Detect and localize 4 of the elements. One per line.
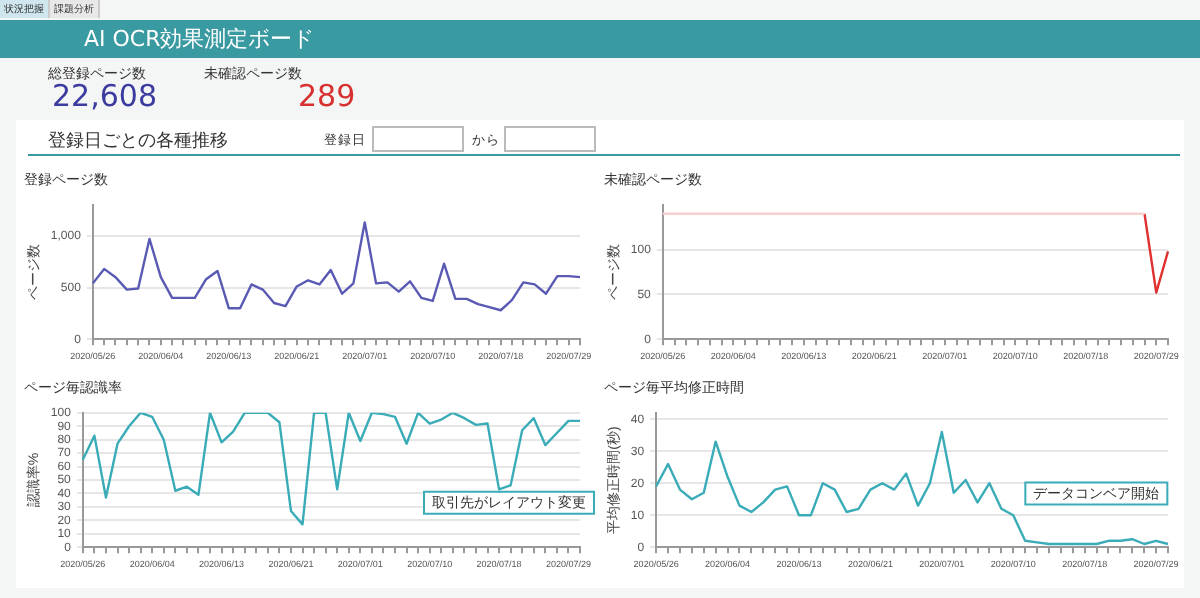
text: 22,608 bbox=[52, 78, 157, 114]
text: 登録日ごとの各種推移 bbox=[48, 129, 228, 154]
text: 289 bbox=[298, 78, 356, 114]
text: AI OCR効果測定ボード bbox=[0, 20, 1200, 58]
